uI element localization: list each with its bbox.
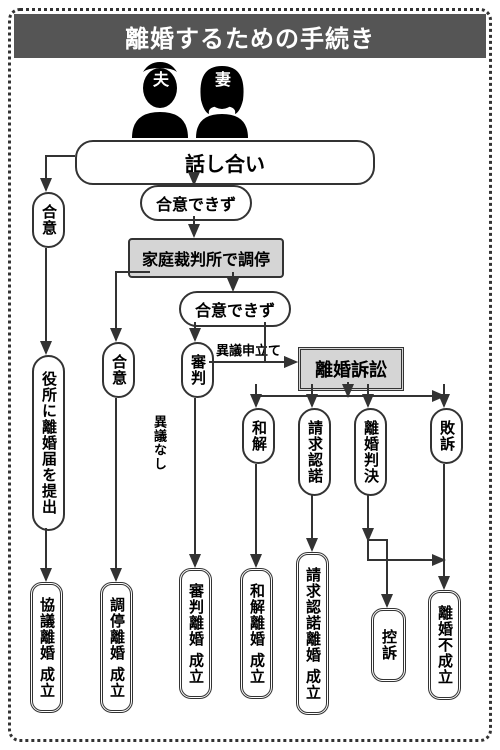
node-submit-office: 役所に離婚届を提出	[32, 355, 65, 531]
result-kyogi: 協議離婚 成立	[30, 582, 63, 713]
node-agree-left: 合意	[32, 192, 65, 248]
node-acceptance: 請求認諾	[298, 408, 331, 496]
agree-mid-label: 合意	[108, 354, 129, 386]
result-kyogi-label: 協議離婚 成立	[36, 597, 57, 698]
no-agree-2-label: 合意できず	[195, 297, 275, 321]
label-no-objection: 異議なし	[150, 415, 169, 471]
husband-tag: 夫	[153, 66, 169, 90]
discussion-label: 話し合い	[185, 148, 265, 177]
wife-tag: 妻	[215, 66, 231, 90]
node-verdict: 離婚判決	[354, 408, 387, 496]
node-no-agree-1: 合意できず	[140, 185, 252, 221]
result-wakai: 和解離婚 成立	[240, 568, 273, 699]
result-shinpan-label: 審判離婚 成立	[185, 583, 206, 684]
node-lose: 敗訴	[430, 408, 463, 464]
no-agree-1-label: 合意できず	[156, 191, 236, 215]
result-fuseiritsu: 離婚不成立	[428, 590, 461, 700]
reconcile-label: 和解	[248, 420, 269, 452]
node-adjudication: 審判	[181, 342, 214, 398]
title-text: 離婚するための手続き	[125, 19, 375, 54]
node-no-agree-2: 合意できず	[179, 291, 291, 327]
node-lawsuit: 離婚訴訟	[298, 347, 404, 391]
result-shinpan: 審判離婚 成立	[179, 568, 212, 699]
mediation-label: 家庭裁判所で調停	[142, 246, 270, 270]
node-reconcile: 和解	[242, 408, 275, 464]
lose-label: 敗訴	[436, 420, 457, 452]
result-fuseiritsu-label: 離婚不成立	[434, 605, 455, 685]
result-koso-label: 控訴	[378, 629, 399, 661]
label-objection: 異議申立て	[216, 340, 281, 359]
verdict-label: 離婚判決	[360, 420, 381, 484]
node-agree-mid: 合意	[102, 342, 135, 398]
result-ninodaku: 請求認諾離婚 成立	[296, 552, 329, 715]
result-koso: 控訴	[371, 608, 406, 682]
result-ninodaku-label: 請求認諾離婚 成立	[302, 567, 323, 700]
node-mediation: 家庭裁判所で調停	[128, 238, 284, 278]
result-chotei: 調停離婚 成立	[100, 582, 133, 713]
adjudication-label: 審判	[187, 354, 208, 386]
result-wakai-label: 和解離婚 成立	[246, 583, 267, 684]
agree-left-label: 合意	[38, 204, 59, 236]
submit-office-label: 役所に離婚届を提出	[38, 371, 59, 515]
node-discussion: 話し合い	[75, 140, 375, 185]
result-chotei-label: 調停離婚 成立	[106, 597, 127, 698]
flowchart-canvas: 離婚するための手続き 夫 妻 話し合い 合意 合意できず 家庭裁判所で調停 合意…	[0, 0, 500, 750]
lawsuit-label: 離婚訴訟	[315, 356, 387, 382]
acceptance-label: 請求認諾	[304, 420, 325, 484]
title-bar: 離婚するための手続き	[14, 14, 486, 58]
